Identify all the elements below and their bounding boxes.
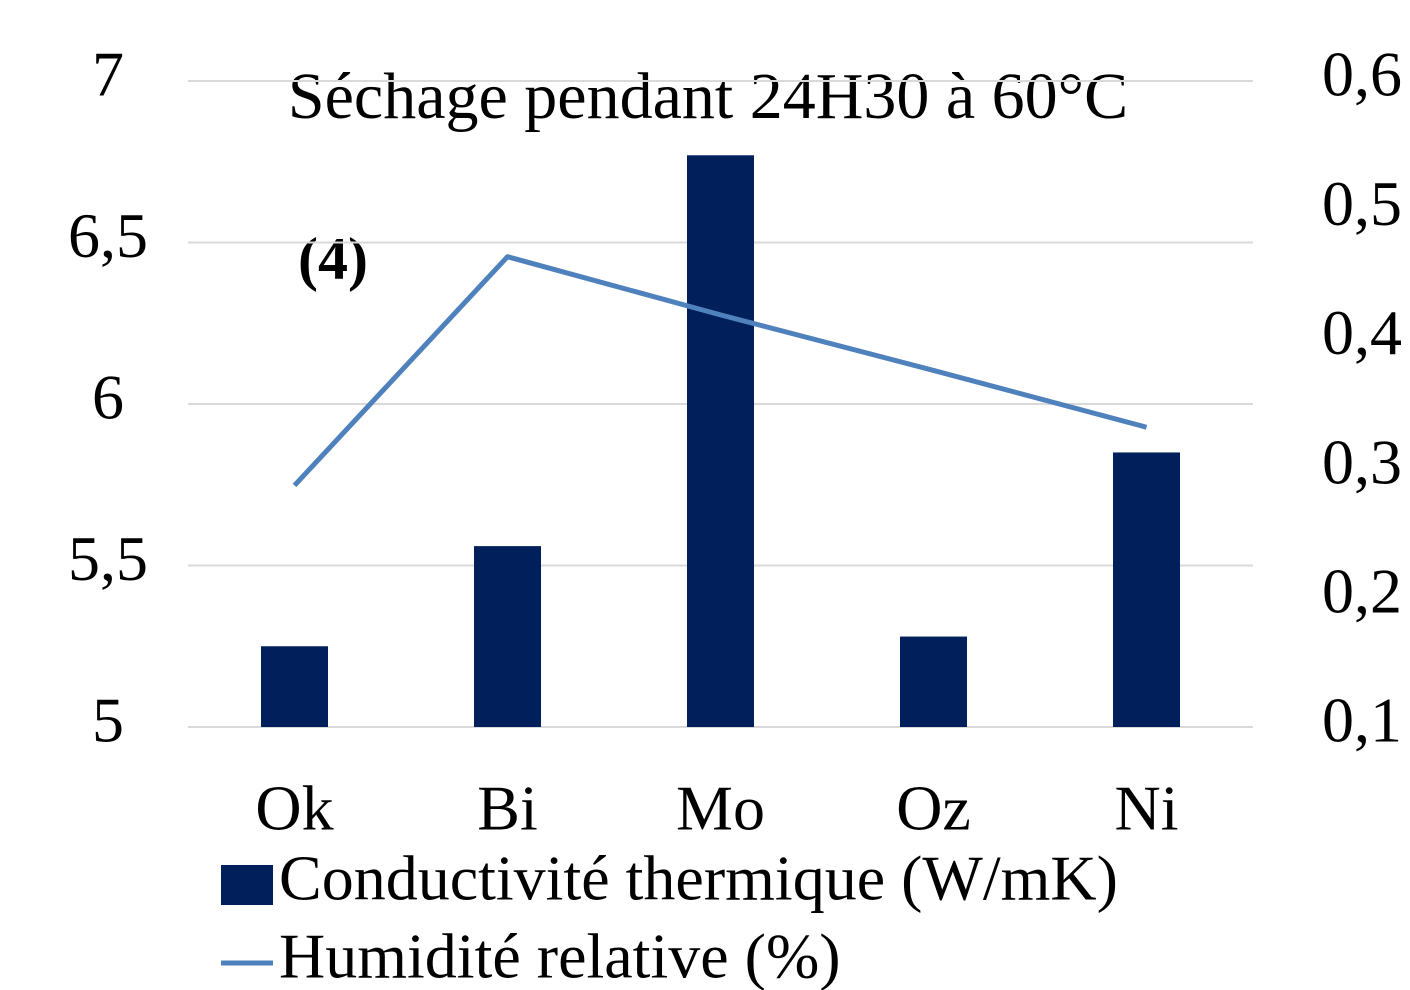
x-tick-label: Ok [255, 773, 333, 844]
line [292, 254, 1148, 488]
x-tick-label: Oz [896, 773, 971, 844]
x-tick-label: Ni [1115, 773, 1179, 844]
y-tick-label: 5,5 [68, 523, 148, 594]
y-tick-label: 6,5 [68, 200, 148, 271]
bar [900, 636, 967, 727]
y2-tick-label: 0,4 [1322, 297, 1402, 368]
legend-label: Humidité relative (%) [279, 921, 841, 990]
bar [687, 155, 754, 728]
y2-tick-label: 0,3 [1322, 426, 1402, 497]
y2-tick-label: 0,1 [1322, 685, 1402, 756]
annotation: (4) [298, 226, 368, 292]
y-tick-label: 7 [92, 39, 124, 110]
chart-title: Séchage pendant 24H30 à 60°C [288, 60, 1128, 133]
y2-tick-label: 0,5 [1322, 168, 1402, 239]
x-tick-label: Mo [676, 773, 765, 844]
bar [474, 546, 541, 727]
legend-swatch [221, 865, 273, 905]
y2-tick-label: 0,2 [1322, 555, 1402, 626]
x-tick-label: Bi [477, 773, 537, 844]
y2-tick-label: 0,6 [1322, 39, 1402, 110]
legend-label: Conductivité thermique (W/mK) [279, 843, 1118, 914]
y-tick-label: 6 [92, 362, 124, 433]
bar [1113, 452, 1180, 727]
bar [261, 646, 328, 727]
y-tick-label: 5 [92, 685, 124, 756]
